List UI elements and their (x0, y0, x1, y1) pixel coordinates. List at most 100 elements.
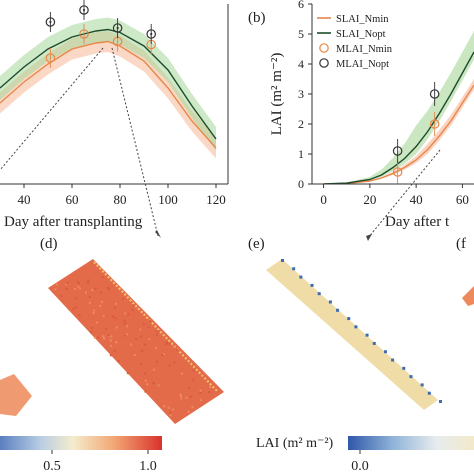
left-line-1 (0, 28, 217, 140)
legend-marker-mlai-nopt (319, 58, 329, 68)
b-y-axis-label: LAI (m² m⁻²) (269, 53, 285, 136)
map-d-speckle (92, 312, 95, 315)
map-d-speckle (146, 383, 149, 386)
colorbar-right-ramp (348, 436, 474, 450)
left-obs-dot-2 (116, 26, 119, 30)
map-d-speckle (167, 406, 170, 409)
b-legend: SLAI_Nmin SLAI_Nopt MLAI_Nmin MLAI_Nopt (317, 14, 393, 70)
panel-e-label: (e) (248, 236, 265, 252)
map-d-speckle (127, 313, 130, 316)
map-e-edge-pixel (336, 308, 340, 312)
map-d-speckle (109, 339, 112, 342)
map-d-speckle (166, 341, 169, 344)
map-d-speckle (155, 333, 158, 336)
b-observations (392, 82, 440, 184)
map-d-speckle (133, 353, 136, 356)
map-d-speckle (97, 336, 100, 339)
map-d-speckle (107, 334, 110, 337)
map-d-speckle (172, 408, 175, 411)
map-d-speckle (144, 390, 147, 393)
b-x-axis-label: Day after t (385, 214, 450, 230)
map-d-speckle (140, 362, 143, 365)
b-obs-point-0-0 (392, 167, 403, 177)
map-d-speckle (109, 344, 112, 347)
map-d-speckle (185, 396, 188, 399)
b-x-ticks: 0 20 40 60 (320, 184, 469, 207)
legend-marker-mlai-nmin (319, 43, 329, 53)
map-e-edge-pixel (372, 341, 376, 345)
map-e-edge-pixel (299, 275, 303, 279)
map-d-speckle (87, 279, 90, 282)
left-line-panel: 40 60 80 100 120 Day after transplanting (0, 0, 229, 230)
map-d-speckle (124, 334, 127, 337)
map-d-speckle (91, 288, 94, 291)
map-e-edge-pixel (281, 259, 284, 262)
connector-arrowhead-e (366, 234, 372, 241)
map-d-speckle (140, 335, 143, 338)
map-d-speckle (99, 291, 102, 294)
map-d-speckle (123, 320, 126, 323)
colorbar-right-title: LAI (m² m⁻²) (256, 436, 334, 451)
b-series-lines (323, 51, 474, 184)
map-d-speckle (65, 287, 68, 290)
map-d-speckle (176, 348, 179, 351)
b-obs-point-1-0 (392, 146, 403, 156)
left-obs-point-0-1 (79, 29, 89, 39)
map-d-speckle (156, 330, 159, 333)
map-d-speckle (108, 288, 111, 291)
map-d-speckle (110, 335, 113, 338)
map-d-speckle (75, 306, 78, 309)
map-d-speckle (157, 384, 160, 387)
map-d-speckle (199, 391, 202, 394)
b-band-1 (323, 31, 474, 184)
b-ytick-label-0: 0 (298, 177, 304, 191)
map-f-partial (462, 286, 474, 306)
map-d-speckle (109, 354, 112, 357)
map-d-speckle (199, 389, 202, 392)
connector-lines (0, 47, 441, 241)
map-d-speckle (73, 288, 76, 291)
colorbar-left-tick-label-1: 0.5 (43, 459, 61, 474)
map-e-blue-edge (281, 259, 442, 403)
map-d-speckle (87, 281, 90, 284)
map-d-speckle (169, 411, 172, 414)
map-d-speckle (121, 297, 124, 300)
map-d-speckle (113, 306, 116, 309)
map-d-speckle (155, 360, 158, 363)
map-d-speckle (115, 341, 118, 344)
b-xtick-label-60: 60 (456, 192, 469, 207)
map-partial-left (0, 374, 32, 416)
map-d-speckle (169, 414, 172, 417)
left-obs-dot-1 (82, 8, 86, 12)
left-xtick-label-80: 80 (114, 192, 127, 207)
map-e-edge-pixel (402, 366, 406, 370)
b-y-ticks: 0 1 2 3 4 5 6 (298, 0, 312, 191)
map-d-bright-strip (93, 261, 219, 393)
map-d-speckle (79, 287, 82, 290)
b-ytick-label-3: 3 (298, 87, 304, 101)
colorbar-left: 0.5 1.0 (0, 436, 162, 474)
map-d-speckle (162, 353, 165, 356)
map-d (48, 259, 224, 424)
map-d-speckle (111, 315, 114, 318)
map-d-speckle (113, 349, 116, 352)
map-d-speckle (78, 282, 81, 285)
map-d-speckle (74, 297, 77, 300)
map-d-speckle (192, 369, 195, 372)
map-d-speckle (147, 326, 150, 329)
map-d-speckle (126, 333, 129, 336)
left-xtick-label-40: 40 (18, 192, 31, 207)
left-obs-dot-3 (150, 32, 153, 36)
map-d-speckle (144, 343, 147, 346)
b-band-0 (323, 79, 474, 184)
map-d-speckle (78, 314, 81, 317)
map-e-edge-pixel (292, 267, 296, 271)
left-series-lines (0, 28, 217, 149)
colorbar-right-tick-label-1: 0.0 (351, 459, 369, 474)
map-d-speckle (179, 393, 182, 396)
map-d-speckle (92, 309, 95, 312)
left-band-0 (0, 31, 216, 159)
connector-to-left-map (0, 47, 104, 171)
left-observations (45, 0, 156, 68)
